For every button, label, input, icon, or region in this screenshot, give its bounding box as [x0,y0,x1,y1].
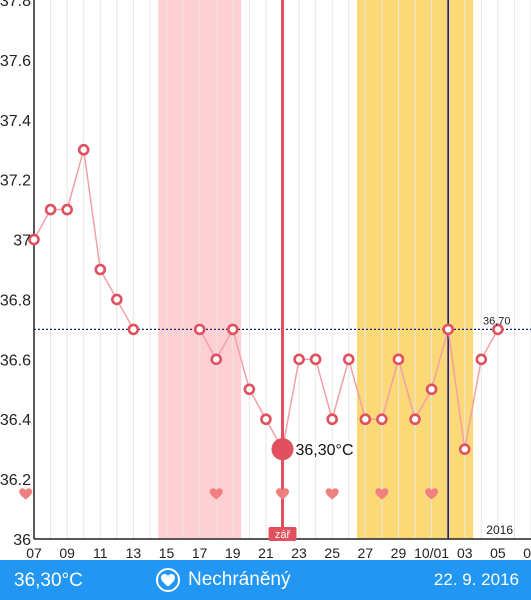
temperature-point[interactable] [193,323,206,336]
x-tick-label: 13 [126,545,142,560]
temperature-point[interactable] [260,413,272,426]
y-tick-label: 37 [13,233,31,250]
y-tick-label: 37.6 [0,53,31,70]
y-tick-label: 37.4 [0,113,31,130]
x-tick-label: 05 [490,545,506,560]
selected-date: 22. 9. 2016 [433,570,519,589]
x-tick-label: 11 [93,545,108,560]
temperature-point[interactable] [359,413,372,426]
temperature-point[interactable] [342,353,355,366]
x-tick-label: 07 [523,545,531,560]
temperature-point[interactable] [442,323,454,336]
month-tag [268,527,297,541]
selected-temperature: 36,30°C [14,570,83,591]
protection-status[interactable]: Nechráněný [156,568,290,592]
temperature-point[interactable] [309,353,322,366]
heart-icon [156,568,180,592]
y-tick-label: 36 [13,532,31,549]
heart-icon [425,488,439,500]
x-tick-label: 07 [26,545,42,560]
temperature-point[interactable] [94,263,107,276]
temperature-point[interactable] [409,413,421,426]
heart-icon [19,488,33,500]
x-tick-label: 21 [258,545,274,560]
x-tick-label: 23 [291,545,307,560]
temperature-point[interactable] [77,143,90,156]
y-tick-label: 37.8 [0,0,31,10]
temperature-point[interactable] [61,203,73,216]
y-tick-label: 36.6 [0,352,31,369]
temperature-point[interactable] [127,323,140,336]
y-tick-label: 36.4 [0,412,31,429]
coverline-label: 36,70 [483,315,511,327]
temperature-point[interactable] [392,353,405,366]
protection-label: Nechráněný [188,569,291,590]
x-tick-label: 25 [324,545,340,560]
bottom-status-bar: 36,30°C Nechráněný 22. 9. 2016 [0,560,531,600]
temperature-point[interactable] [293,353,305,366]
temperature-point[interactable] [243,383,256,396]
x-tick-label: 19 [225,545,241,560]
selected-temperature-point[interactable] [271,438,294,461]
temperature-point[interactable] [475,353,488,366]
temperature-point[interactable] [376,413,388,426]
x-tick-label: 15 [159,545,175,560]
temperature-point[interactable] [44,203,57,216]
y-tick-label: 36.8 [0,292,31,309]
heart-icon [276,488,289,500]
temperature-point[interactable] [28,233,40,246]
month-tag-label: zář [275,529,291,541]
x-tick-label: 29 [391,545,407,560]
x-tick-label: 27 [358,545,374,560]
year-label: 2016 [486,523,513,537]
x-tick-label: 09 [59,545,75,560]
temperature-point[interactable] [227,323,239,336]
x-tick-label: 17 [192,545,208,560]
y-tick-label: 37.2 [0,173,31,190]
temperature-point[interactable] [111,293,123,306]
temperature-point[interactable] [425,383,438,396]
x-tick-label: 03 [457,545,473,560]
selected-value-label: 36,30°C [296,442,354,459]
heart-icon [375,488,389,500]
x-tick-label: 10/01 [414,545,449,560]
heart-icon [325,488,339,500]
y-tick-label: 36.2 [0,472,31,489]
temperature-point[interactable] [458,443,471,455]
temperature-point[interactable] [210,353,223,366]
heart-icon [209,488,223,500]
temperature-point[interactable] [492,323,504,336]
temperature-point[interactable] [326,413,339,426]
bbt-chart[interactable]: 36 36.2 36.4 36.6 36.8 37 37.2 37.4 37.6 37.8 07 09… [0,0,531,560]
